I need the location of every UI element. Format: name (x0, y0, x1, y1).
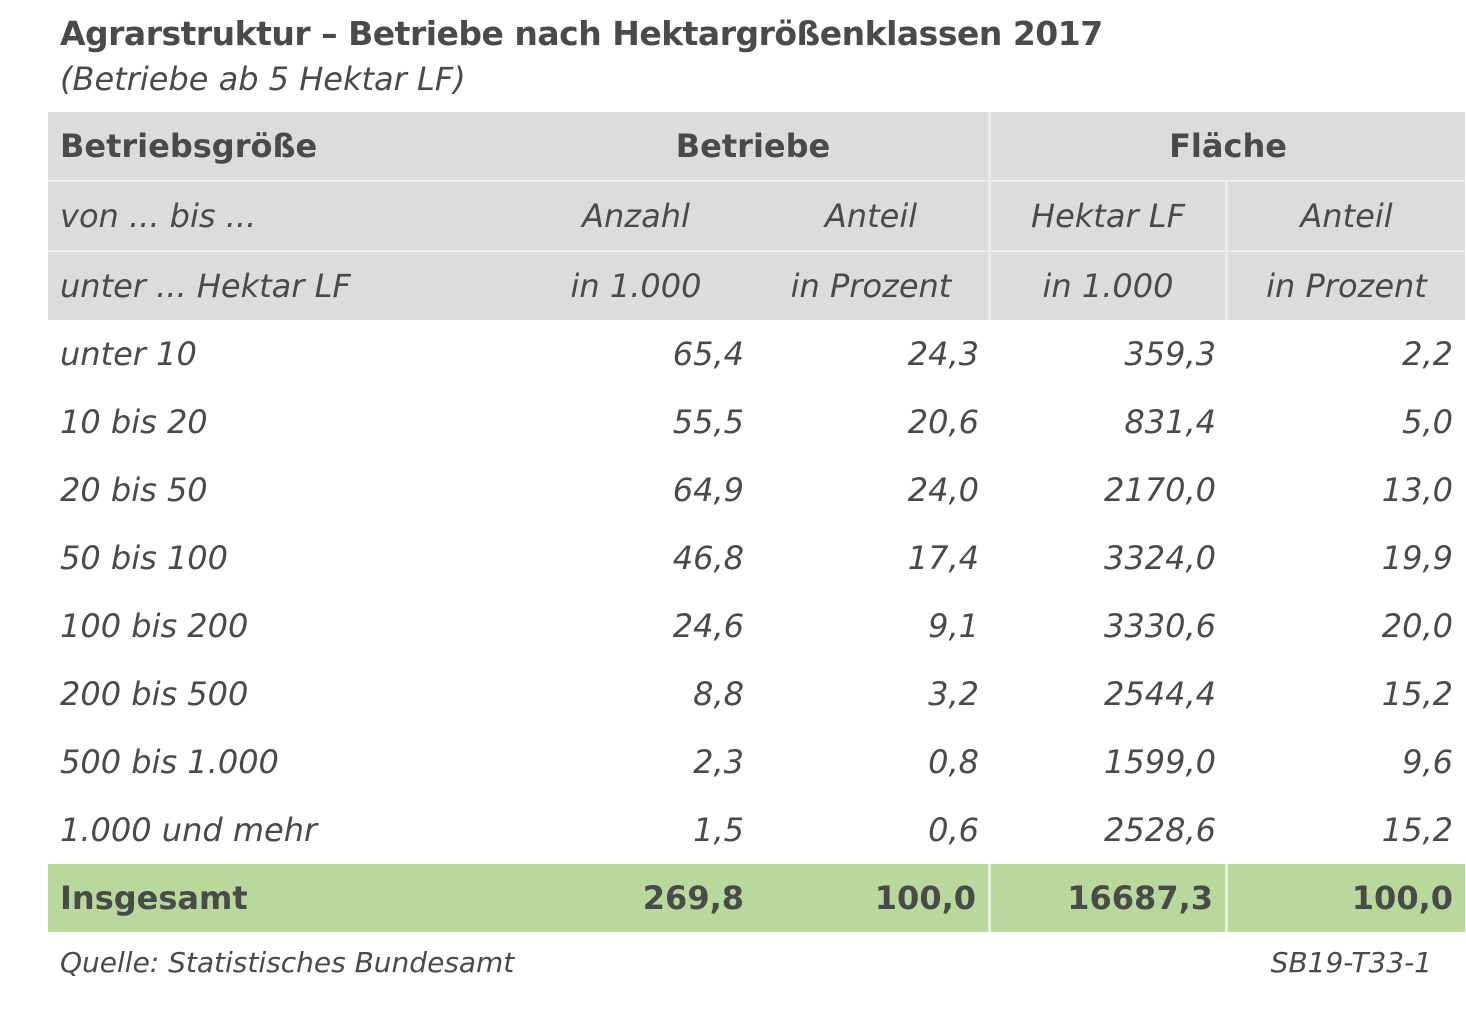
header-group-flaeche: Fläche (1169, 127, 1287, 165)
total-anteil-flaeche: 100,0 (1351, 879, 1453, 917)
data-table: Betriebsgröße Betriebe Fläche von ... bi… (48, 112, 1465, 932)
header-unit-label: unter ... Hektar LF (60, 267, 351, 305)
row-label: 100 bis 200 (60, 607, 249, 645)
header-hektar-lf: Hektar LF (991, 182, 1228, 250)
cell-anzahl: 2,3 (693, 743, 744, 781)
cell-anteil-betriebe: 20,6 (907, 403, 979, 441)
cell-anteil-flaeche: 13,0 (1381, 471, 1453, 509)
cell-anteil-betriebe: 9,1 (928, 607, 979, 645)
total-anzahl: 269,8 (642, 879, 744, 917)
header-anteil-flaeche: Anteil (1300, 197, 1393, 235)
header-unit-hektar: in 1.000 (991, 252, 1228, 320)
total-label: Insgesamt (60, 879, 248, 917)
cell-anteil-betriebe: 24,0 (907, 471, 979, 509)
cell-anteil-flaeche: 9,6 (1402, 743, 1453, 781)
cell-hektar: 2170,0 (1104, 471, 1216, 509)
table-total-row: Insgesamt 269,8 100,0 16687,3 100,0 (48, 864, 1465, 932)
cell-anzahl: 8,8 (693, 675, 744, 713)
row-label: 10 bis 20 (60, 403, 208, 441)
row-label: 20 bis 50 (60, 471, 208, 509)
row-label: 500 bis 1.000 (60, 743, 279, 781)
cell-anteil-betriebe: 17,4 (907, 539, 979, 577)
cell-anteil-flaeche: 19,9 (1381, 539, 1453, 577)
cell-hektar: 2544,4 (1104, 675, 1216, 713)
table-row: unter 10 65,4 24,3 359,3 2,2 (48, 320, 1465, 388)
table-header-row-3: unter ... Hektar LF in 1.000 in Prozent … (48, 252, 1465, 320)
header-range-label: von ... bis ... (60, 197, 257, 235)
row-label: unter 10 (60, 335, 197, 373)
header-unit-anteil-betriebe: in Prozent (754, 252, 991, 320)
table-row: 10 bis 20 55,5 20,6 831,4 5,0 (48, 388, 1465, 456)
cell-anteil-betriebe: 24,3 (907, 335, 979, 373)
table-row: 500 bis 1.000 2,3 0,8 1599,0 9,6 (48, 728, 1465, 796)
cell-anteil-flaeche: 5,0 (1402, 403, 1453, 441)
table-header-row-1: Betriebsgröße Betriebe Fläche (48, 112, 1465, 182)
header-unit-anteil-flaeche: in Prozent (1266, 267, 1427, 305)
cell-anzahl: 64,9 (672, 471, 744, 509)
cell-anzahl: 24,6 (672, 607, 744, 645)
header-group-betriebe: Betriebe (518, 112, 991, 180)
cell-hektar: 831,4 (1124, 403, 1216, 441)
cell-hektar: 1599,0 (1104, 743, 1216, 781)
row-label: 50 bis 100 (60, 539, 229, 577)
cell-anzahl: 1,5 (693, 811, 744, 849)
source-note: Quelle: Statistisches Bundesamt (60, 946, 515, 979)
cell-anteil-flaeche: 20,0 (1381, 607, 1453, 645)
cell-hektar: 3330,6 (1104, 607, 1216, 645)
header-anteil-betriebe: Anteil (754, 182, 991, 250)
cell-anteil-betriebe: 0,8 (928, 743, 979, 781)
table-row: 1.000 und mehr 1,5 0,6 2528,6 15,2 (48, 796, 1465, 864)
table-row: 50 bis 100 46,8 17,4 3324,0 19,9 (48, 524, 1465, 592)
cell-anteil-flaeche: 15,2 (1381, 675, 1453, 713)
page-subtitle: (Betriebe ab 5 Hektar LF) (60, 60, 466, 98)
header-anzahl: Anzahl (582, 197, 690, 235)
cell-anteil-flaeche: 2,2 (1402, 335, 1453, 373)
table-row: 200 bis 500 8,8 3,2 2544,4 15,2 (48, 660, 1465, 728)
cell-anzahl: 55,5 (672, 403, 744, 441)
cell-hektar: 359,3 (1124, 335, 1216, 373)
cell-hektar: 2528,6 (1104, 811, 1216, 849)
row-label: 200 bis 500 (60, 675, 249, 713)
cell-hektar: 3324,0 (1104, 539, 1216, 577)
total-hektar: 16687,3 (991, 864, 1228, 932)
cell-anzahl: 46,8 (672, 539, 744, 577)
cell-anteil-flaeche: 15,2 (1381, 811, 1453, 849)
page-title: Agrarstruktur – Betriebe nach Hektargröß… (60, 14, 1103, 53)
table-code: SB19-T33-1 (1270, 946, 1432, 979)
table-header-row-2: von ... bis ... Anzahl Anteil Hektar LF … (48, 182, 1465, 252)
cell-anteil-betriebe: 3,2 (928, 675, 979, 713)
header-unit-anzahl: in 1.000 (570, 267, 702, 305)
table-row: 100 bis 200 24,6 9,1 3330,6 20,0 (48, 592, 1465, 660)
cell-anteil-betriebe: 0,6 (928, 811, 979, 849)
table-row: 20 bis 50 64,9 24,0 2170,0 13,0 (48, 456, 1465, 524)
header-betriebsgroesse: Betriebsgröße (60, 127, 318, 165)
total-anteil-betriebe: 100,0 (754, 864, 991, 932)
cell-anzahl: 65,4 (672, 335, 744, 373)
row-label: 1.000 und mehr (60, 811, 318, 849)
